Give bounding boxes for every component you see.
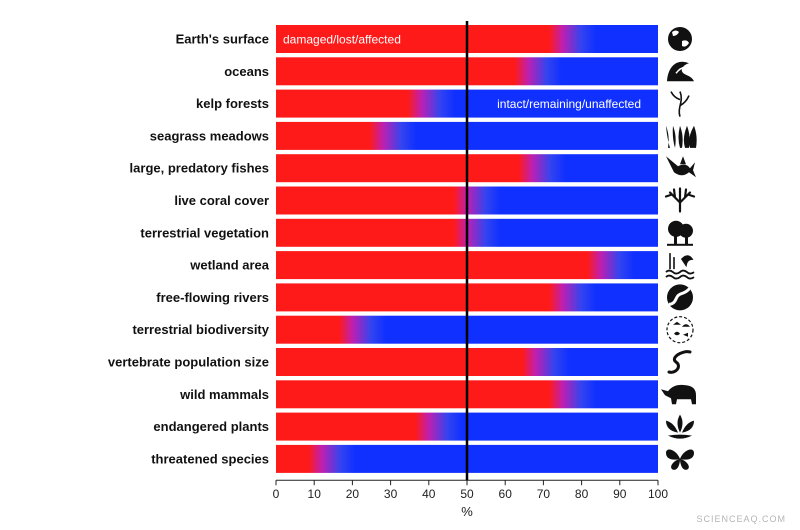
x-tick-label: 0 bbox=[273, 487, 280, 501]
category-label: wild mammals bbox=[179, 387, 269, 402]
kelp-icon bbox=[670, 91, 690, 117]
river-icon bbox=[667, 284, 693, 311]
wetland-icon bbox=[665, 253, 695, 280]
category-label: wetland area bbox=[189, 258, 270, 273]
butterfly-icon bbox=[666, 449, 694, 470]
x-tick-label: 10 bbox=[308, 487, 322, 501]
category-label: vertebrate population size bbox=[108, 355, 269, 370]
x-tick-label: 70 bbox=[537, 487, 551, 501]
swordfish-icon bbox=[666, 156, 696, 178]
x-tick-label: 100 bbox=[648, 487, 668, 501]
annotation-intact: intact/remaining/unaffected bbox=[497, 97, 641, 111]
category-label: seagrass meadows bbox=[150, 128, 269, 143]
category-label: kelp forests bbox=[196, 96, 269, 111]
x-tick-label: 40 bbox=[422, 487, 436, 501]
category-label: free-flowing rivers bbox=[156, 290, 269, 305]
biodiversity-icon bbox=[666, 316, 694, 344]
tree-icon bbox=[667, 220, 693, 246]
x-tick-label: 50 bbox=[460, 487, 474, 501]
category-label: threatened species bbox=[151, 451, 269, 466]
category-label: live coral cover bbox=[174, 193, 269, 208]
snake-icon bbox=[667, 350, 692, 374]
x-axis-label: % bbox=[461, 504, 473, 519]
globe-icon bbox=[668, 27, 692, 51]
lotus-icon bbox=[666, 414, 694, 439]
category-label: endangered plants bbox=[153, 419, 269, 434]
category-label: large, predatory fishes bbox=[130, 161, 269, 176]
category-label: Earth's surface bbox=[176, 32, 269, 47]
category-label: oceans bbox=[224, 64, 269, 79]
x-tick-label: 80 bbox=[575, 487, 589, 501]
category-label: terrestrial vegetation bbox=[140, 225, 269, 240]
category-label: terrestrial biodiversity bbox=[132, 322, 269, 337]
watermark: SCIENCEAQ.COM bbox=[696, 514, 786, 524]
x-tick-label: 60 bbox=[499, 487, 513, 501]
x-tick-label: 90 bbox=[613, 487, 627, 501]
rhino-icon bbox=[661, 384, 696, 405]
x-tick-label: 20 bbox=[346, 487, 360, 501]
seagrass-icon bbox=[666, 125, 697, 148]
x-tick-label: 30 bbox=[384, 487, 398, 501]
annotation-damaged: damaged/lost/affected bbox=[283, 33, 401, 47]
wave-icon bbox=[667, 61, 694, 82]
coral-icon bbox=[664, 187, 696, 213]
